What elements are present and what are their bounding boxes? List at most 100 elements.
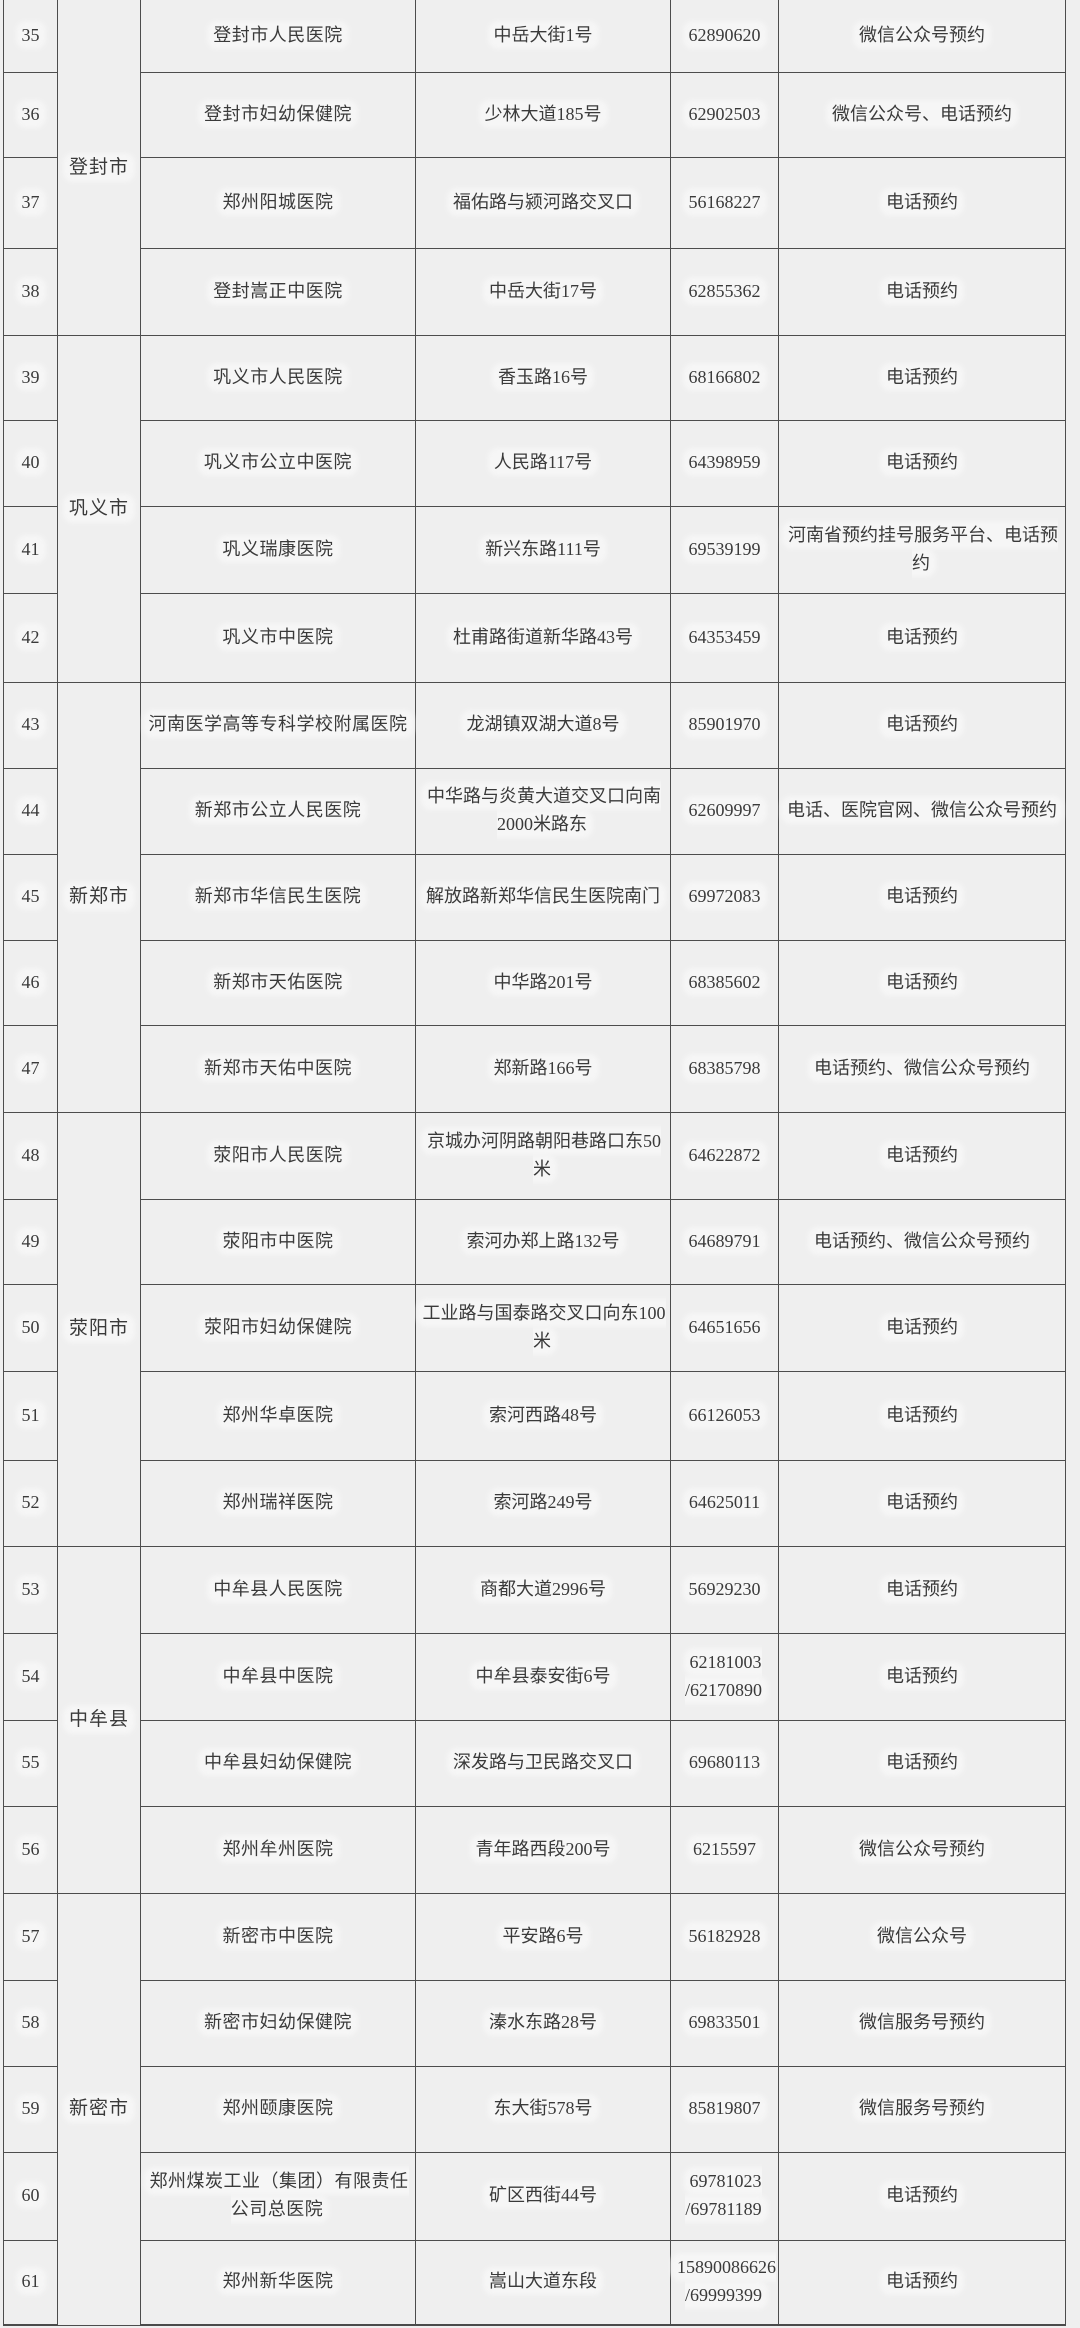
hospital-name-cell-text: 荥阳市妇幼保健院 [202, 1316, 354, 1337]
hospital-name-cell: 荥阳市人民医院 [140, 1111, 416, 1200]
hospital-name-cell: 中牟县妇幼保健院 [140, 1719, 416, 1807]
address-cell-text: 中华路201号 [491, 971, 595, 992]
hospital-name-cell: 荥阳市中医院 [140, 1198, 416, 1285]
booking-method-cell: 电话预约 [778, 334, 1066, 421]
row-number-cell-text: 54 [19, 1665, 42, 1686]
row-number-cell-text: 48 [19, 1144, 42, 1165]
phone-cell: 69833501 [670, 1979, 779, 2067]
hospital-name-cell: 郑州牟州医院 [140, 1805, 416, 1894]
address-cell: 商都大道2996号 [415, 1545, 671, 1634]
booking-method-cell: 电话预约 [778, 939, 1066, 1026]
address-cell-text: 中岳大街1号 [491, 24, 595, 45]
booking-method-cell: 电话预约、微信公众号预约 [778, 1198, 1066, 1285]
row-number-cell: 38 [3, 247, 58, 336]
booking-method-cell-text: 微信服务号预约 [857, 2098, 987, 2119]
table-row: 46 新郑市天佑医院 中华路201号 68385602 电话预约 [3, 939, 1066, 1026]
table-row: 43 新郑市 河南医学高等专科学校附属医院 龙湖镇双湖大道8号 85901970 电话预约 [3, 681, 1066, 1113]
hospital-name-cell-text: 新密市妇幼保健院 [202, 2012, 354, 2033]
phone-cell: 64651656 [670, 1283, 779, 1372]
booking-method-cell-text: 微信公众号预约 [857, 24, 987, 45]
address-cell-text: 福佑路与颍河路交叉口 [451, 191, 635, 212]
row-number-cell: 58 [3, 1979, 58, 2067]
row-number-cell: 46 [3, 939, 58, 1026]
city-cell-text: 荥阳市 [66, 1318, 131, 1340]
address-cell: 中华路201号 [415, 939, 671, 1026]
booking-method-cell-text: 电话预约 [884, 2185, 960, 2206]
city-cell-text: 登封市 [66, 156, 131, 178]
address-cell-text: 索河西路48号 [487, 1404, 599, 1425]
address-cell-text: 嵩山大道东段 [487, 2271, 599, 2292]
city-cell-text: 新郑市 [66, 886, 131, 908]
row-number-cell-text: 52 [19, 1492, 42, 1513]
address-cell: 青年路西段200号 [415, 1805, 671, 1894]
booking-method-cell-text: 电话预约 [884, 971, 960, 992]
booking-method-cell-text: 电话预约 [884, 1316, 960, 1337]
hospital-name-cell: 巩义瑞康医院 [140, 505, 416, 594]
address-cell: 人民路117号 [415, 419, 671, 507]
hospital-name-cell-text: 登封嵩正中医院 [211, 280, 345, 301]
address-cell: 东大街578号 [415, 2065, 671, 2153]
booking-method-cell-text: 电话预约 [884, 1492, 960, 1513]
city-cell: 新郑市 [57, 681, 141, 1113]
address-cell: 索河西路48号 [415, 1370, 671, 1461]
hospital-name-cell-text: 荥阳市中医院 [220, 1230, 336, 1251]
city-cell: 巩义市 [57, 334, 141, 683]
row-number-cell-text: 35 [19, 24, 42, 45]
phone-cell: 15890086626 /69999399 [670, 2239, 779, 2326]
row-number-cell: 37 [3, 156, 58, 249]
hospital-name-cell-text: 新郑市天佑医院 [211, 971, 345, 992]
row-number-cell: 41 [3, 505, 58, 594]
phone-cell-text: 64622872 [686, 1144, 763, 1165]
phone-cell-text: 85901970 [686, 714, 763, 735]
booking-method-cell: 微信服务号预约 [778, 2065, 1066, 2153]
hospital-name-cell: 郑州新华医院 [140, 2239, 416, 2326]
booking-method-cell-text: 微信公众号、电话预约 [830, 103, 1014, 124]
hospital-booking-table: 35 登封市 登封市人民医院 中岳大街1号 62890620 微信公众号预约 36 登封市妇幼… [3, 0, 1066, 2326]
table-row: 53 中牟县 中牟县人民医院 商都大道2996号 56929230 电话预约 [3, 1545, 1066, 1894]
table-row: 59 郑州颐康医院 东大街578号 85819807 微信服务号预约 [3, 2065, 1066, 2153]
address-cell-text: 中岳大街17号 [487, 280, 599, 301]
phone-cell-text: 69972083 [686, 886, 763, 907]
phone-cell-text: 15890086626 /69999399 [675, 2257, 776, 2306]
phone-cell-text: 66126053 [686, 1404, 763, 1425]
booking-method-cell-text: 电话预约 [884, 366, 960, 387]
row-number-cell: 53 [3, 1545, 58, 1634]
table-row: 42 巩义市中医院 杜甫路街道新华路43号 64353459 电话预约 [3, 592, 1066, 683]
table-row: 40 巩义市公立中医院 人民路117号 64398959 电话预约 [3, 419, 1066, 507]
row-number-cell-text: 61 [19, 2271, 42, 2292]
hospital-name-cell: 新郑市天佑医院 [140, 939, 416, 1026]
row-number-cell-text: 55 [19, 1752, 42, 1773]
address-cell: 少林大道185号 [415, 71, 671, 158]
booking-method-cell-text: 电话、医院官网、微信公众号预约 [785, 800, 1059, 821]
table-row: 54 中牟县中医院 中牟县泰安街6号 62181003 /62170890 电话预约 [3, 1632, 1066, 1721]
hospital-name-cell: 郑州阳城医院 [140, 156, 416, 249]
address-cell-text: 商都大道2996号 [478, 1578, 608, 1599]
table-row: 57 新密市 新密市中医院 平安路6号 56182928 微信公众号 [3, 1892, 1066, 2326]
address-cell: 福佑路与颍河路交叉口 [415, 156, 671, 249]
hospital-name-cell: 新密市中医院 [140, 1892, 416, 1981]
phone-cell: 68385798 [670, 1024, 779, 1113]
row-number-cell-text: 50 [19, 1316, 42, 1337]
address-cell-text: 京城办河阴路朝阳巷路口东50米 [425, 1130, 661, 1179]
table-row: 45 新郑市华信民生医院 解放路新郑华信民生医院南门 69972083 电话预约 [3, 853, 1066, 941]
hospital-name-cell-text: 荥阳市人民医院 [211, 1144, 345, 1165]
row-number-cell-text: 38 [19, 280, 42, 301]
table-row: 35 登封市 登封市人民医院 中岳大街1号 62890620 微信公众号预约 [3, 0, 1066, 336]
hospital-name-cell-text: 新郑市公立人民医院 [192, 800, 364, 821]
hospital-name-cell-text: 新郑市华信民生医院 [192, 886, 364, 907]
booking-method-cell-text: 电话预约 [884, 191, 960, 212]
booking-method-cell: 电话预约 [778, 247, 1066, 336]
phone-cell-text: 64625011 [686, 1492, 763, 1513]
address-cell-text: 溱水东路28号 [487, 2012, 599, 2033]
phone-cell: 64353459 [670, 592, 779, 683]
row-number-cell-text: 53 [19, 1578, 42, 1599]
phone-cell: 62181003 /62170890 [670, 1632, 779, 1721]
phone-cell-text: 68385602 [686, 971, 763, 992]
row-number-cell: 48 [3, 1111, 58, 1200]
hospital-name-cell: 巩义市人民医院 [140, 334, 416, 421]
row-number-cell: 59 [3, 2065, 58, 2153]
phone-cell: 64625011 [670, 1459, 779, 1547]
address-cell-text: 东大街578号 [491, 2098, 595, 2119]
row-number-cell: 56 [3, 1805, 58, 1894]
hospital-name-cell: 郑州颐康医院 [140, 2065, 416, 2153]
